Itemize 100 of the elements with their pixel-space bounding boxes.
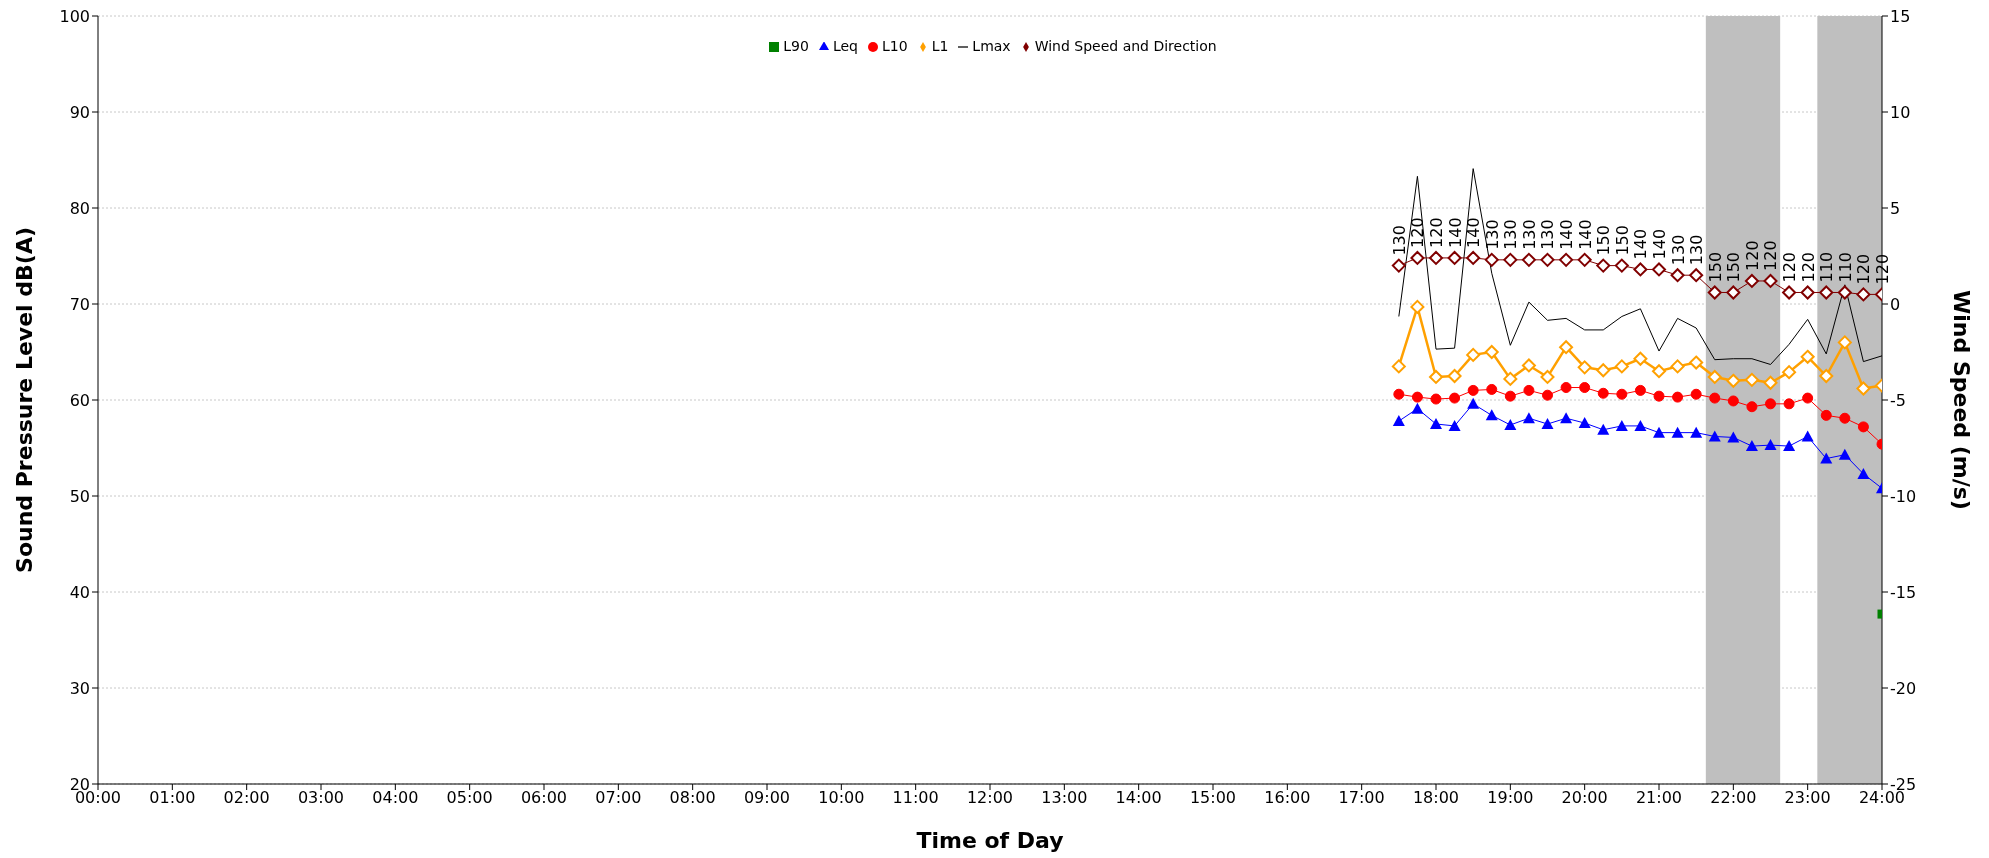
x-tick-label: 05:00 [446,788,493,808]
point [1449,392,1461,404]
y2-tick-label: -20 [1890,678,1917,698]
point [1411,391,1423,403]
y-axis-title: Sound Pressure Level dB(A) [11,227,37,573]
point [1709,392,1721,404]
point [1745,440,1758,452]
point [1540,369,1555,384]
point [1765,398,1776,410]
x-tick-label: 06:00 [520,788,568,808]
point [1820,409,1832,421]
x-axis-title: Time of Day [916,828,1064,853]
annotation: 120 [1854,253,1874,285]
point [1690,426,1703,438]
y2-tick-label: 0 [1890,294,1901,314]
annotation: 110 [1817,251,1837,283]
point [1690,388,1702,400]
point [1839,412,1851,424]
legend-label: Lmax [972,38,1011,54]
point [1577,360,1592,375]
point [1689,355,1704,370]
x-tick-label: 19:00 [1487,788,1534,808]
y-tick-label: 40 [69,582,90,602]
annotation: 140 [1575,219,1595,250]
annotation: 140 [1557,219,1577,250]
point [1653,426,1665,438]
point [1746,401,1758,413]
x-tick-label: 04:00 [372,788,419,808]
point [1391,359,1406,374]
legend-label: Wind Speed and Direction [1034,38,1217,54]
annotation: 130 [1501,219,1521,250]
y2-axis-title: Wind Speed (m/s) [1949,290,1975,510]
point [1596,363,1611,378]
y2-tick-label: -5 [1890,390,1906,410]
y2-tick-label: 15 [1890,6,1911,26]
point [1653,390,1665,402]
point [1410,299,1425,314]
point [1542,389,1553,401]
x-tick-label: 20:00 [1561,788,1608,808]
legend-label: L90 [783,38,809,54]
y-tick-label: 30 [69,678,90,698]
point [1856,381,1871,396]
y-tick-label: 100 [59,6,90,26]
y2-tick-label: 10 [1890,102,1911,122]
point [1763,375,1778,390]
point [1857,421,1869,433]
point [1744,372,1759,387]
point [1541,418,1554,429]
point [1652,364,1666,379]
point [1782,365,1797,380]
point [1523,384,1535,396]
annotation: 130 [1538,219,1558,250]
point [1393,388,1405,400]
point [1429,369,1443,384]
x-tick-label: 12:00 [966,788,1014,808]
annotation: 130 [1687,234,1707,266]
point [1559,340,1574,355]
point [1392,415,1405,427]
annotation: 130 [1389,225,1409,256]
point [1727,395,1739,407]
point [1764,439,1777,451]
point [1633,351,1648,366]
point [1578,417,1591,429]
annotation: 140 [1464,217,1484,248]
point [1521,358,1536,373]
point [1783,440,1796,452]
y2-tick-label: 5 [1890,198,1901,218]
point [1800,349,1815,364]
point [1726,373,1741,388]
point [1579,382,1591,394]
x-tick-label: 21:00 [1635,788,1683,808]
point [1522,412,1535,424]
annotation: 120 [1427,217,1446,248]
legend-label: L1 [931,38,949,54]
annotation: 120 [1408,217,1428,248]
annotation: 140 [1631,228,1651,260]
x-tick-label: 17:00 [1338,788,1385,808]
y-tick-label: 90 [69,102,90,122]
point [1467,384,1479,396]
annotation: 150 [1594,225,1614,256]
point [1503,371,1518,386]
point [1504,418,1517,430]
y2-tick-label: -10 [1890,486,1917,506]
point [1448,419,1461,431]
annotation: 120 [1798,251,1818,283]
point [1802,392,1814,404]
x-tick-label: 07:00 [595,788,642,808]
point [1820,452,1833,464]
point [1819,369,1834,383]
y2-tick-label: -15 [1890,582,1917,602]
point [1783,398,1795,410]
annotation: 140 [1650,228,1669,260]
x-tick-label: 22:00 [1710,788,1757,808]
x-tick-label: 13:00 [1041,788,1088,808]
x-tick-label: 11:00 [892,788,939,808]
x-tick-label: 03:00 [297,788,345,808]
annotation: 120 [1742,240,1762,271]
y-tick-label: 70 [69,294,90,314]
point [1727,431,1740,443]
annotation: 130 [1482,219,1502,250]
